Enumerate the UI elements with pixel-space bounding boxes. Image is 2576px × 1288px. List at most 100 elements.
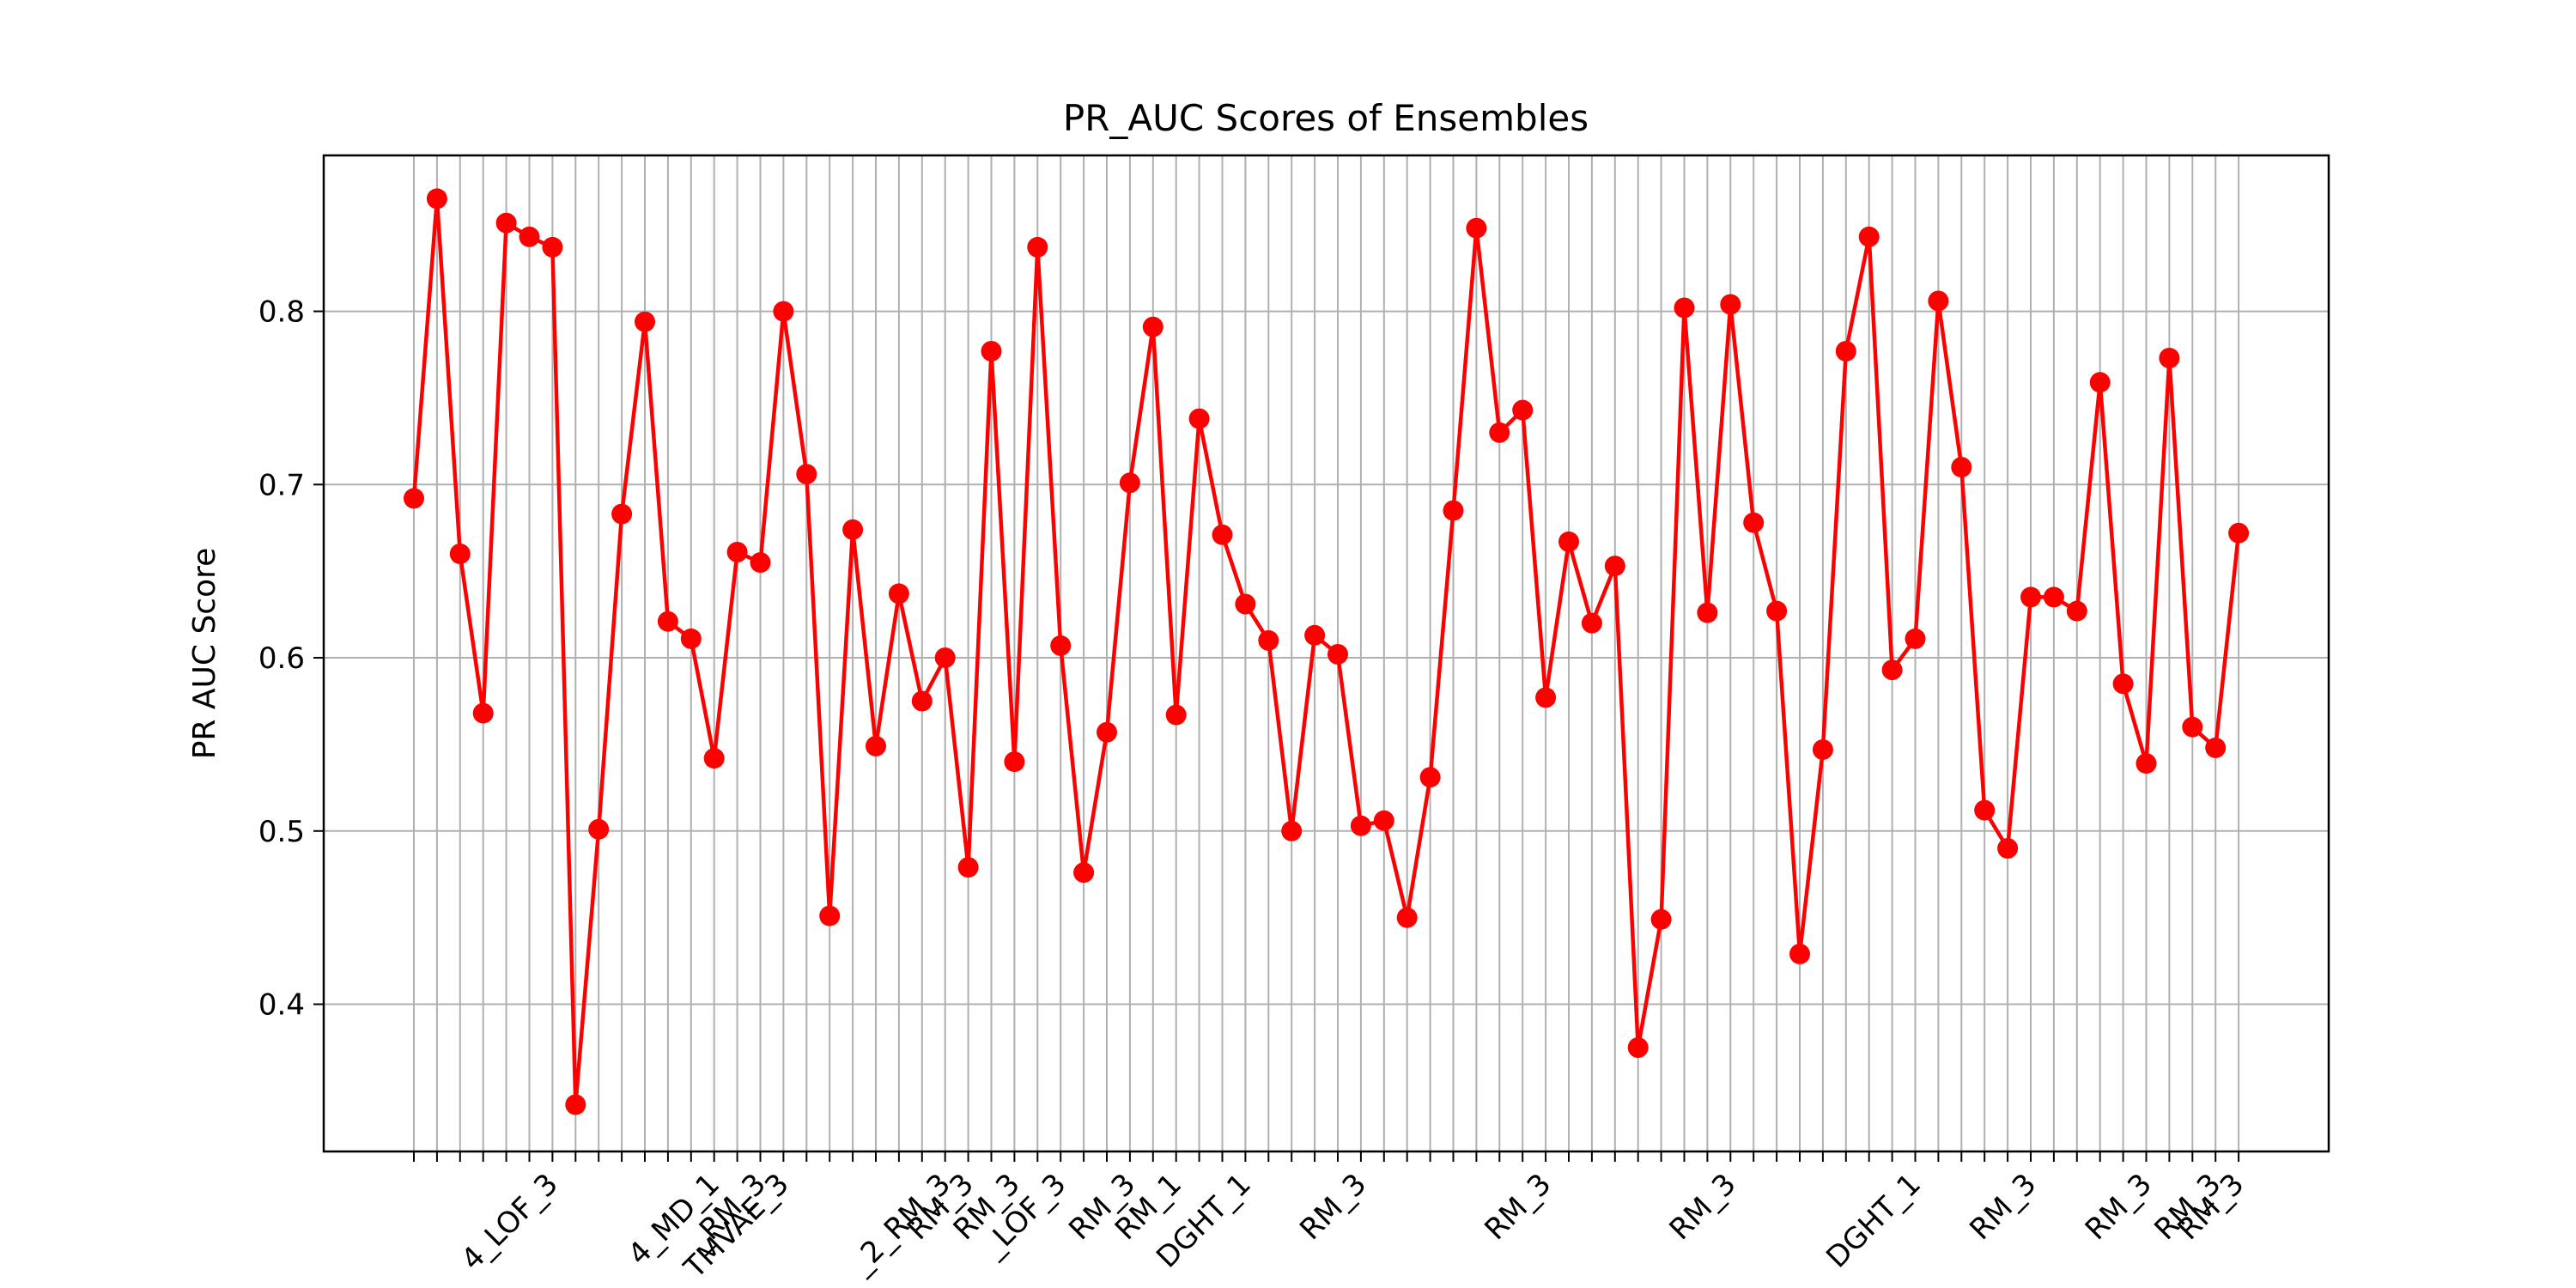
x-tick-label: RM_3 <box>1663 1167 1743 1247</box>
data-point <box>1304 624 1326 646</box>
data-point <box>1535 687 1557 708</box>
data-point <box>981 341 1002 361</box>
grid-lines <box>324 155 2329 1151</box>
data-point <box>426 188 447 210</box>
data-point <box>911 690 933 712</box>
data-point <box>1212 524 1233 545</box>
data-point <box>588 818 610 840</box>
data-point <box>1119 472 1140 494</box>
series-layer <box>404 188 2250 1115</box>
data-point <box>542 236 563 258</box>
data-point <box>888 583 909 605</box>
data-point <box>1489 422 1510 443</box>
data-point <box>1697 602 1718 623</box>
data-point <box>1604 556 1625 577</box>
data-point <box>1789 944 1810 964</box>
data-point <box>1258 629 1279 651</box>
y-tick-label: 0.6 <box>258 641 305 676</box>
data-point <box>1466 217 1487 239</box>
data-point <box>495 212 517 234</box>
data-point <box>2020 586 2041 608</box>
data-point <box>1396 907 1418 928</box>
data-point <box>796 464 817 485</box>
data-point <box>1766 600 1788 622</box>
data-point <box>1674 297 1695 319</box>
data-point <box>519 226 540 247</box>
data-point <box>1974 799 1996 821</box>
data-point <box>1858 226 1880 247</box>
data-point <box>1997 838 2019 859</box>
data-point <box>1881 659 1903 681</box>
data-point <box>1650 908 1672 930</box>
data-point <box>1512 399 1534 421</box>
data-point <box>819 905 841 927</box>
data-point <box>1027 236 1048 258</box>
data-point <box>657 611 678 632</box>
y-tick-label: 0.5 <box>258 815 305 849</box>
data-point <box>726 542 748 562</box>
data-point <box>1050 635 1072 656</box>
plot-frame <box>322 154 2330 1153</box>
data-point <box>2066 600 2087 622</box>
data-point <box>1235 593 1256 615</box>
data-point <box>1281 820 1303 841</box>
data-point <box>2205 737 2227 758</box>
data-point <box>1951 457 1972 478</box>
data-point <box>2159 348 2180 368</box>
data-point <box>1720 294 1741 315</box>
data-point <box>404 488 424 509</box>
data-point <box>934 647 956 668</box>
data-point <box>449 544 471 564</box>
data-point <box>773 301 794 322</box>
x-tick-label: RM_3 <box>1963 1167 2043 1247</box>
y-tick-label: 0.8 <box>258 295 305 330</box>
data-point <box>1835 341 1856 361</box>
data-point <box>611 503 633 525</box>
x-tick-label: DGHT_1 <box>1820 1167 1928 1275</box>
data-point <box>680 628 702 649</box>
x-tick-label: RM_3 <box>2079 1167 2159 1247</box>
x-tick-label: 4_LOF_3 <box>455 1167 565 1277</box>
data-point <box>1373 810 1394 831</box>
data-point <box>2136 753 2157 775</box>
data-point <box>703 748 725 769</box>
data-point <box>1073 862 1095 884</box>
data-point <box>635 311 655 332</box>
data-point <box>842 519 864 540</box>
data-point <box>866 735 886 756</box>
data-point <box>750 552 771 574</box>
data-point <box>1743 512 1765 533</box>
data-point <box>1443 500 1464 521</box>
y-tick-label: 0.4 <box>258 988 305 1023</box>
data-point <box>1142 316 1163 337</box>
y-ticks: 0.4 0.5 0.6 0.7 0.8 <box>258 295 324 1023</box>
data-point <box>1350 815 1371 836</box>
data-point <box>1812 739 1833 760</box>
data-point <box>472 702 494 724</box>
data-point <box>1558 531 1579 552</box>
data-point <box>1928 290 1949 312</box>
data-point <box>1327 644 1348 665</box>
data-point <box>1419 767 1441 788</box>
data-point <box>1905 628 1926 649</box>
x-tick-label: RM_3 <box>1293 1167 1373 1247</box>
y-axis-label: PR AUC Score <box>187 548 222 760</box>
x-tick-label: RM_3 <box>1478 1167 1558 1247</box>
y-tick-label: 0.7 <box>258 468 305 502</box>
data-point <box>2112 673 2134 695</box>
data-point <box>1581 612 1602 634</box>
data-point <box>1165 704 1187 726</box>
chart-title: PR_AUC Scores of Ensembles <box>1063 97 1589 139</box>
data-point <box>1188 408 1210 429</box>
data-point <box>1004 751 1025 773</box>
data-point <box>2043 586 2064 608</box>
data-point <box>565 1094 586 1115</box>
data-point <box>957 857 979 878</box>
data-point <box>2182 716 2203 738</box>
data-point <box>1097 721 1117 743</box>
data-point <box>1627 1037 1649 1058</box>
data-point <box>2089 372 2111 393</box>
series-line <box>411 197 2241 1107</box>
